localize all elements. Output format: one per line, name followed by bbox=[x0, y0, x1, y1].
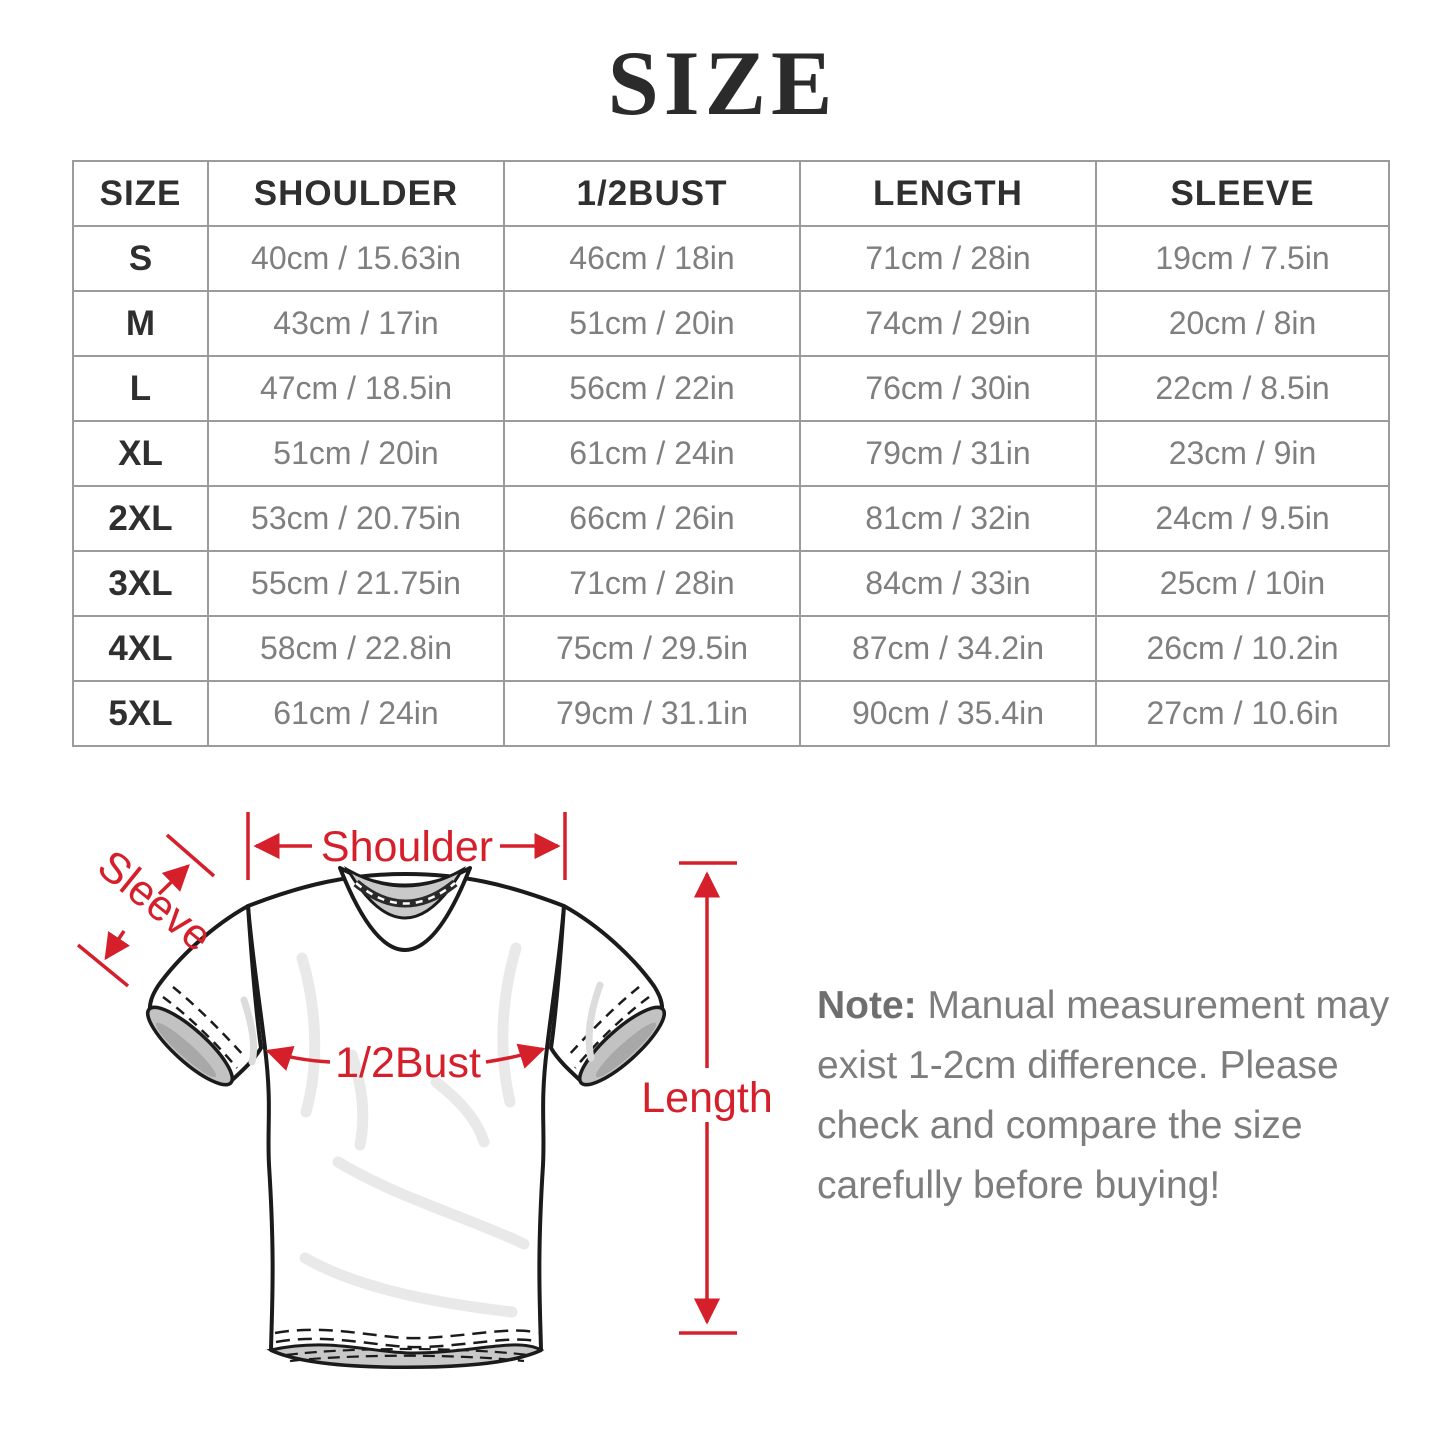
note-line: carefully before buying! bbox=[817, 1164, 1221, 1207]
cell-shoulder: 55cm / 21.75in bbox=[207, 550, 505, 617]
hem-stitches-top bbox=[274, 1328, 540, 1349]
note-block: Note: Manual measurement may exist 1-2cm… bbox=[817, 976, 1417, 1216]
collar bbox=[338, 865, 472, 952]
shoulder-label: Shoulder bbox=[321, 823, 493, 871]
note-line: Note: Manual measurement may bbox=[817, 984, 1390, 1027]
cell-length: 76cm / 30in bbox=[799, 355, 1097, 422]
right-cuff-shadow bbox=[595, 1022, 657, 1078]
cell-shoulder: 51cm / 20in bbox=[207, 420, 505, 487]
bust-label: 1/2Bust bbox=[335, 1039, 481, 1087]
hem-stitches-bottom bbox=[285, 1347, 529, 1363]
size-table: SIZE SHOULDER 1/2BUST LENGTH SLEEVE S 40… bbox=[72, 160, 1390, 747]
length-label: Length bbox=[641, 1074, 773, 1122]
sleeve-label: Sleeve bbox=[89, 841, 221, 961]
cell-bust: 79cm / 31.1in bbox=[503, 680, 801, 747]
shoulder-measure: Shoulder bbox=[246, 812, 567, 880]
cell-length: 79cm / 31in bbox=[799, 420, 1097, 487]
note-line: check and compare the size bbox=[817, 1104, 1303, 1147]
cell-sleeve: 24cm / 9.5in bbox=[1095, 485, 1390, 552]
cell-bust: 61cm / 24in bbox=[503, 420, 801, 487]
note-label: Note: bbox=[817, 984, 917, 1027]
cell-size: XL bbox=[72, 420, 209, 487]
table-row: XL 51cm / 20in 61cm / 24in 79cm / 31in 2… bbox=[72, 420, 1390, 487]
cell-length: 90cm / 35.4in bbox=[799, 680, 1097, 747]
length-measure: Length bbox=[641, 861, 773, 1335]
cell-size: M bbox=[72, 290, 209, 357]
tshirt-measurement-diagram: Shoulder Sleeve 1/2Bust bbox=[76, 812, 773, 1369]
cell-bust: 51cm / 20in bbox=[503, 290, 801, 357]
tshirt-drawing bbox=[145, 865, 667, 1369]
table-row: M 43cm / 17in 51cm / 20in 74cm / 29in 20… bbox=[72, 290, 1390, 357]
cell-shoulder: 43cm / 17in bbox=[207, 290, 505, 357]
sleeve-tick-top bbox=[165, 833, 216, 878]
note-line: exist 1-2cm difference. Please bbox=[817, 1044, 1339, 1087]
column-header-bust: 1/2BUST bbox=[503, 160, 801, 227]
cell-size: 3XL bbox=[72, 550, 209, 617]
table-row: 3XL 55cm / 21.75in 71cm / 28in 84cm / 33… bbox=[72, 550, 1390, 617]
column-header-length: LENGTH bbox=[799, 160, 1097, 227]
column-header-size: SIZE bbox=[72, 160, 209, 227]
table-row: 5XL 61cm / 24in 79cm / 31.1in 90cm / 35.… bbox=[72, 680, 1390, 747]
cell-size: 2XL bbox=[72, 485, 209, 552]
cell-length: 84cm / 33in bbox=[799, 550, 1097, 617]
cell-shoulder: 58cm / 22.8in bbox=[207, 615, 505, 682]
cell-length: 87cm / 34.2in bbox=[799, 615, 1097, 682]
collar-back-rib bbox=[343, 865, 467, 920]
cell-size: 4XL bbox=[72, 615, 209, 682]
bust-arrow-right bbox=[485, 1043, 546, 1069]
cell-bust: 56cm / 22in bbox=[503, 355, 801, 422]
cell-shoulder: 61cm / 24in bbox=[207, 680, 505, 747]
table-row: L 47cm / 18.5in 56cm / 22in 76cm / 30in … bbox=[72, 355, 1390, 422]
cell-size: 5XL bbox=[72, 680, 209, 747]
cell-size: S bbox=[72, 225, 209, 292]
table-row: 4XL 58cm / 22.8in 75cm / 29.5in 87cm / 3… bbox=[72, 615, 1390, 682]
bust-measure: 1/2Bust bbox=[265, 1039, 546, 1087]
sleeve-arrow-down bbox=[104, 930, 131, 961]
cell-sleeve: 27cm / 10.6in bbox=[1095, 680, 1390, 747]
cell-sleeve: 25cm / 10in bbox=[1095, 550, 1390, 617]
cell-bust: 71cm / 28in bbox=[503, 550, 801, 617]
cell-shoulder: 53cm / 20.75in bbox=[207, 485, 505, 552]
right-sleeve bbox=[549, 904, 667, 1087]
bust-arrow-left bbox=[265, 1046, 331, 1071]
cell-bust: 66cm / 26in bbox=[503, 485, 801, 552]
cell-sleeve: 23cm / 9in bbox=[1095, 420, 1390, 487]
table-row: S 40cm / 15.63in 46cm / 18in 71cm / 28in… bbox=[72, 225, 1390, 292]
cell-sleeve: 22cm / 8.5in bbox=[1095, 355, 1390, 422]
cell-bust: 75cm / 29.5in bbox=[503, 615, 801, 682]
cell-shoulder: 47cm / 18.5in bbox=[207, 355, 505, 422]
page-title: SIZE bbox=[607, 32, 838, 134]
cell-sleeve: 19cm / 7.5in bbox=[1095, 225, 1390, 292]
column-header-shoulder: SHOULDER bbox=[207, 160, 505, 227]
cell-length: 74cm / 29in bbox=[799, 290, 1097, 357]
wrinkle-shadows bbox=[296, 942, 530, 1318]
cell-sleeve: 26cm / 10.2in bbox=[1095, 615, 1390, 682]
column-header-sleeve: SLEEVE bbox=[1095, 160, 1390, 227]
sleeve-tick-bottom bbox=[76, 943, 130, 988]
cell-size: L bbox=[72, 355, 209, 422]
table-header-row: SIZE SHOULDER 1/2BUST LENGTH SLEEVE bbox=[72, 160, 1390, 227]
cell-bust: 46cm / 18in bbox=[503, 225, 801, 292]
left-cuff-shadow bbox=[155, 1022, 217, 1078]
cell-shoulder: 40cm / 15.63in bbox=[207, 225, 505, 292]
left-sleeve bbox=[145, 904, 263, 1087]
cell-length: 81cm / 32in bbox=[799, 485, 1097, 552]
sleeve-arrow-up bbox=[157, 864, 190, 896]
cell-sleeve: 20cm / 8in bbox=[1095, 290, 1390, 357]
table-row: 2XL 53cm / 20.75in 66cm / 26in 81cm / 32… bbox=[72, 485, 1390, 552]
cell-length: 71cm / 28in bbox=[799, 225, 1097, 292]
